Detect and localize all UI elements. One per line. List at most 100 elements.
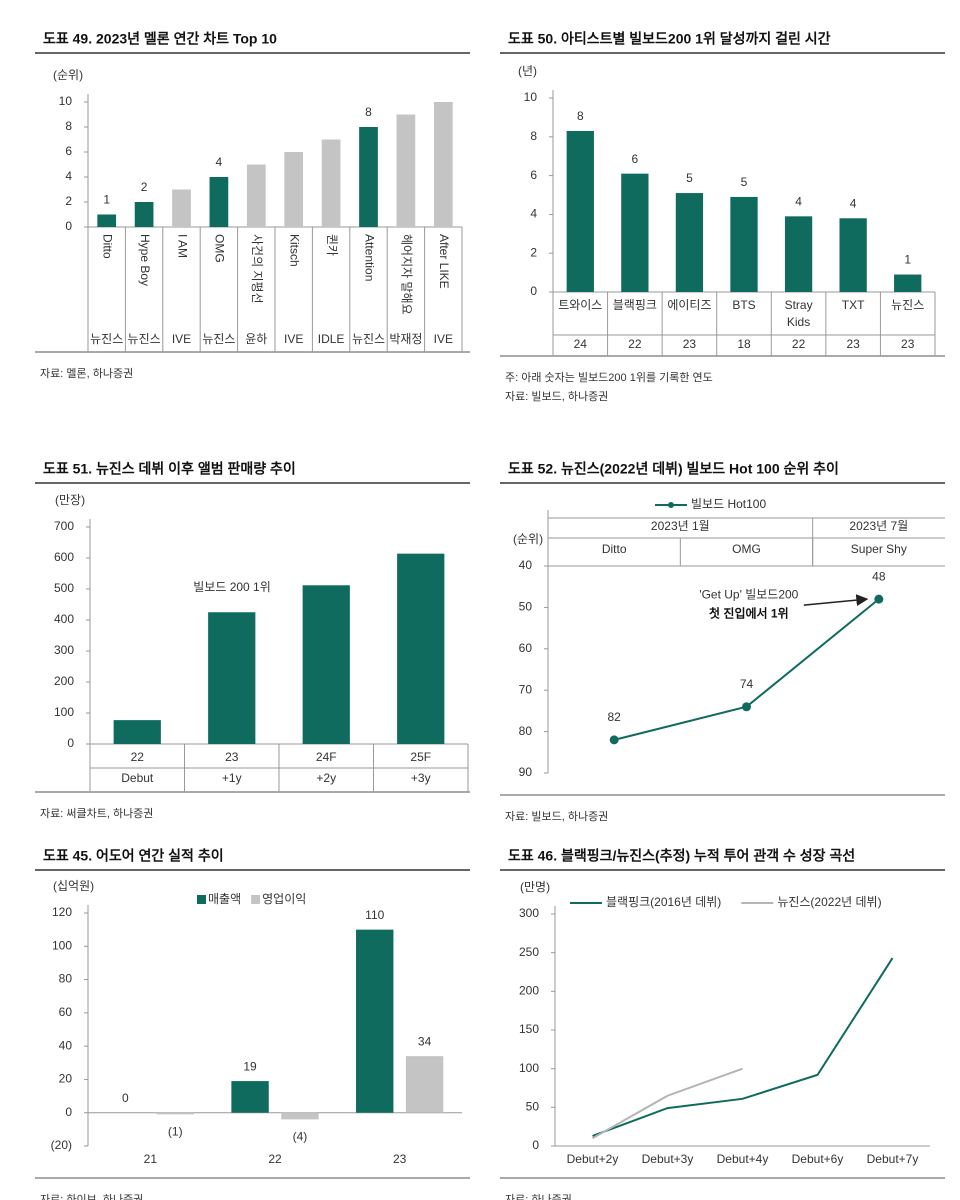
y-tick-label: 80 [519, 724, 533, 738]
sublabel: IDLE [318, 332, 345, 346]
data-label: 5 [686, 171, 693, 185]
x-tick-label: 21 [144, 1152, 158, 1166]
y-tick-label: 4 [65, 169, 72, 183]
data-label: (1) [168, 1125, 183, 1139]
y-tick-label: 600 [54, 550, 74, 564]
data-label: 1 [103, 193, 110, 207]
sublabel: 18 [737, 337, 751, 351]
y-tick-label: 40 [519, 558, 533, 572]
bar [396, 114, 416, 227]
y-tick-label: 0 [67, 736, 74, 750]
y-tick-label: 300 [519, 906, 539, 920]
bar [356, 929, 394, 1113]
x-tick-label: Ditto [602, 542, 627, 556]
x-tick-label: 24F [316, 750, 337, 764]
y-tick-label: 70 [519, 682, 533, 696]
source: 자료: 써클차트, 하나증권 [40, 806, 153, 820]
y-tick-label: 400 [54, 612, 74, 626]
data-label: (4) [293, 1130, 308, 1144]
x-tick-label: After LIKE [437, 234, 451, 289]
note: 주: 아래 숫자는 빌보드200 1위를 기록한 연도 [505, 371, 713, 384]
bar [675, 193, 704, 292]
data-label: 48 [872, 569, 886, 583]
data-label: 8 [365, 105, 372, 119]
sublabel: 23 [901, 337, 915, 351]
bar [302, 585, 350, 744]
data-label: 2 [141, 180, 148, 194]
y-tick-label: 10 [524, 90, 538, 104]
legend-label: 블랙핑크(2016년 데뷔) [606, 895, 721, 909]
y-axis-label: (순위) [513, 532, 543, 546]
y-tick-label: 8 [65, 119, 72, 133]
sublabel: 뉴진스 [202, 332, 235, 346]
sublabel: 뉴진스 [90, 332, 123, 346]
data-label: 4 [795, 195, 802, 209]
y-tick-label: 80 [59, 972, 73, 986]
data-label: 0 [122, 1091, 129, 1105]
bar [134, 202, 154, 227]
legend-label: 뉴진스(2022년 데뷔) [777, 895, 881, 909]
y-tick-label: 4 [530, 207, 537, 221]
bar [839, 218, 867, 292]
sublabel: 23 [683, 337, 697, 351]
bar [359, 127, 378, 227]
group-label: 2023년 1월 [651, 519, 710, 533]
sublabel: +3y [411, 771, 431, 785]
sublabel: 22 [628, 337, 642, 351]
legend-swatch [197, 895, 206, 904]
x-tick-label: 25F [410, 750, 431, 764]
series-line [592, 1067, 743, 1140]
x-tick-label: 퀸카 [325, 234, 339, 256]
sublabel: IVE [172, 332, 191, 346]
series-line [592, 957, 894, 1137]
x-tick-label: 블랙핑크 [613, 298, 657, 312]
annotation: 'Get Up' 빌보드200 [699, 587, 798, 601]
chart-title: 도표 52. 뉴진스(2022년 데뷔) 빌보드 Hot 100 순위 추이 [508, 461, 839, 477]
x-tick-label: 트와이스 [558, 298, 602, 312]
bar [208, 612, 256, 744]
x-tick-label: Attention [362, 234, 376, 281]
point [609, 735, 619, 745]
y-axis-label: (만장) [55, 493, 85, 507]
x-tick-label: Debut+6y [792, 1152, 844, 1166]
sublabel: 24 [574, 337, 588, 351]
bar [97, 214, 117, 227]
bar [209, 177, 229, 227]
data-label: 4 [850, 196, 857, 210]
bar [405, 1056, 444, 1113]
bar [566, 130, 594, 292]
bar [730, 196, 758, 292]
data-label: 82 [607, 710, 621, 724]
y-axis-label: (만명) [520, 880, 550, 894]
data-label: 110 [365, 908, 384, 922]
x-tick-label: 에이티즈 [667, 298, 711, 312]
bar [433, 102, 453, 227]
y-tick-label: 0 [530, 284, 537, 298]
chart-title: 도표 51. 뉴진스 데뷔 이후 앨범 판매량 추이 [43, 461, 296, 477]
legend-swatch [251, 895, 261, 904]
x-tick-label: TXT [842, 298, 865, 312]
sublabel: 박재정 [389, 332, 422, 346]
bar [397, 553, 445, 744]
y-axis-label: (순위) [53, 68, 83, 82]
annotation-arrow [803, 594, 869, 607]
y-tick-label: 250 [519, 945, 539, 959]
legend-marker [668, 502, 674, 508]
y-tick-label: 6 [65, 144, 72, 158]
x-tick-label: 사건의 지평선 [250, 234, 264, 304]
source: 자료: 빌보드, 하나증권 [505, 809, 608, 823]
bar [284, 152, 304, 227]
legend-label: 영업이익 [262, 892, 306, 906]
bar [156, 1112, 194, 1115]
data-label: 4 [216, 155, 223, 169]
sublabel: Debut [121, 771, 154, 785]
chart-title: 도표 45. 어도어 연간 실적 추이 [43, 848, 224, 864]
sublabel: 22 [792, 337, 806, 351]
x-tick-label: OMG [213, 234, 227, 263]
y-tick-label: 20 [59, 1072, 73, 1086]
sublabel: +2y [316, 771, 336, 785]
y-tick-label: 100 [519, 1061, 539, 1075]
source: 자료: 하나증권 [505, 1192, 572, 1200]
x-tick-label: Super Shy [851, 542, 907, 556]
